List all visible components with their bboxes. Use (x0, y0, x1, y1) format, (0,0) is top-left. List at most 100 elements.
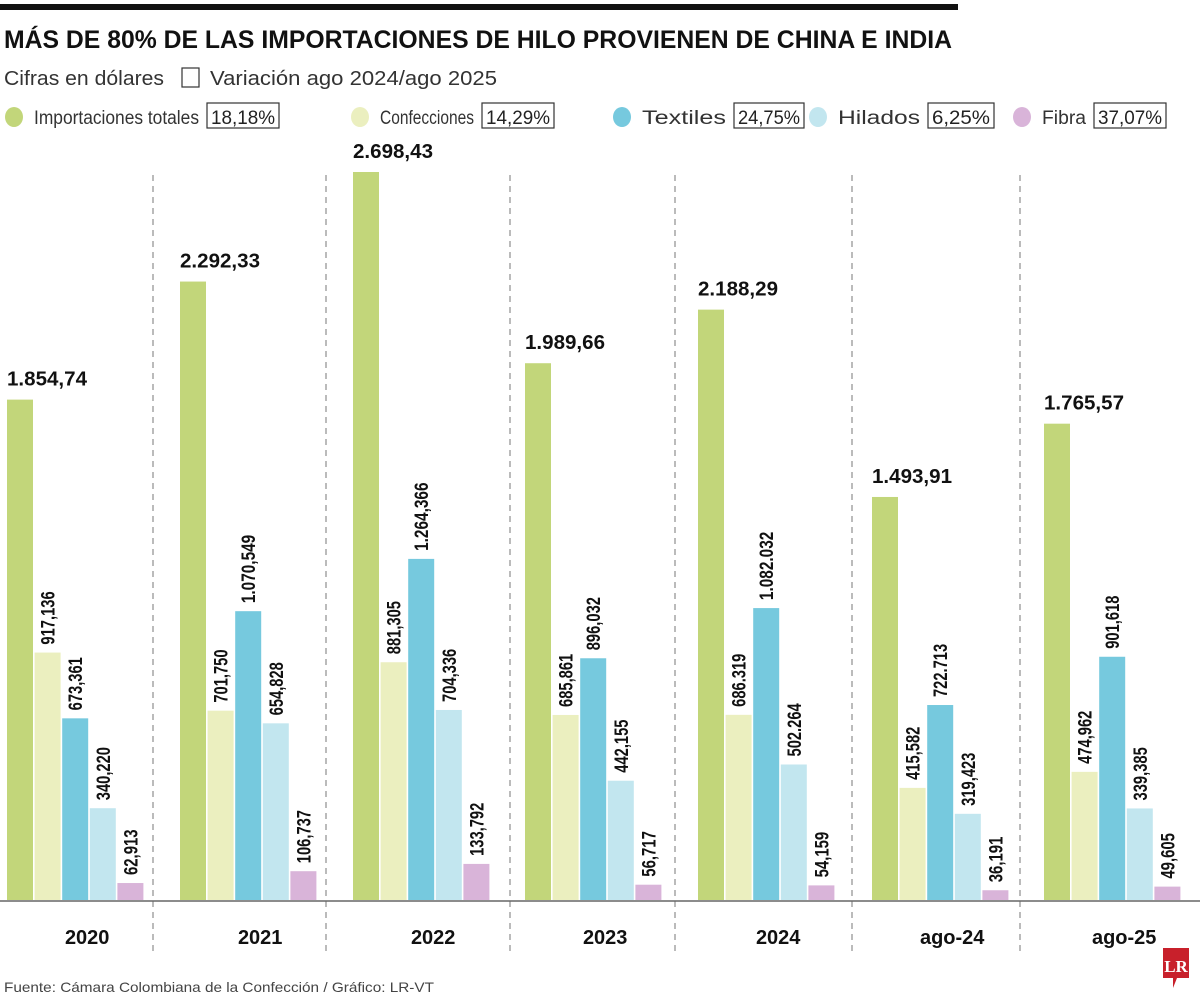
data-label: 2.188,29 (698, 279, 778, 301)
x-axis-labels: 2020 2021 2022 2023 2024 ago-24 ago-25 (65, 927, 1156, 949)
legend-variation: 37,07% (1098, 108, 1162, 129)
legend-swatch-4 (1013, 107, 1031, 127)
bar-2024-1 (725, 714, 752, 900)
bar-ago-25-4 (1154, 886, 1181, 900)
data-label: 415,582 (904, 727, 925, 780)
legend-swatch-2 (613, 107, 631, 127)
legend-swatch-0 (5, 107, 23, 127)
bar-2021-4 (290, 871, 317, 900)
bar-2020-0 (7, 399, 33, 900)
legend-label: Hilados (838, 108, 920, 129)
group-dividers (152, 175, 1021, 955)
data-label: 62,913 (121, 829, 142, 875)
legend-variation: 6,25% (932, 108, 990, 129)
bar-ago-24-1 (899, 787, 926, 900)
data-label: 1.264,366 (412, 482, 433, 550)
data-label: 474,962 (1076, 711, 1097, 764)
legend-swatch-3 (809, 107, 827, 127)
data-label: 654,828 (267, 662, 288, 715)
bars: 1.854,74 917,136 673,361 340,220 62,913 2.292… (7, 141, 1181, 901)
data-label: 339,385 (1131, 747, 1152, 801)
bar-2024-0 (698, 309, 724, 900)
legend-swatch-1 (351, 107, 369, 127)
bar-ago-24-2 (927, 705, 954, 900)
legend-variation-box (927, 102, 995, 129)
bar-2024-4 (808, 885, 835, 900)
bar-2021-2 (235, 611, 262, 900)
data-label: 1.989,66 (525, 332, 605, 354)
bar-2020-2 (62, 718, 89, 900)
data-label: 2.698,43 (353, 141, 433, 163)
legend-variation-box (1093, 102, 1167, 129)
top-rule (0, 4, 958, 10)
bar-2022-3 (435, 709, 462, 900)
legend-variation-box (206, 102, 280, 129)
data-label: 54,159 (812, 832, 833, 878)
data-label: 673,361 (66, 657, 87, 711)
data-label: 2.292,33 (180, 251, 260, 273)
chart-title: MÁS DE 80% DE LAS IMPORTACIONES DE HILO … (4, 25, 952, 54)
data-label: 1.854,74 (7, 369, 88, 391)
data-label: 442,155 (612, 719, 633, 773)
bar-ago-25-3 (1126, 808, 1153, 900)
data-label: 319,423 (959, 753, 980, 806)
bar-2020-3 (89, 808, 116, 900)
x-tick-label: ago-25 (1092, 927, 1156, 949)
legend-variation-box (481, 102, 555, 129)
bar-ago-24-4 (982, 890, 1009, 900)
bar-2022-4 (463, 863, 490, 900)
data-label: 502.264 (785, 703, 806, 757)
legend-label: Textiles (642, 108, 726, 129)
data-label: 722.713 (931, 644, 952, 697)
data-label: 1.765,57 (1044, 393, 1124, 415)
data-label: 701,750 (212, 649, 233, 702)
legend-variation: 24,75% (738, 108, 800, 129)
legend-variation-box (733, 102, 805, 129)
data-label: 896,032 (584, 597, 605, 650)
data-label: 36,191 (986, 836, 1007, 882)
data-label: 133,792 (467, 803, 488, 856)
bar-2022-1 (380, 662, 407, 900)
bar-2024-2 (753, 608, 780, 900)
bar-2023-0 (525, 363, 551, 901)
data-label: 340,220 (94, 747, 115, 800)
x-tick-label: 2024 (756, 927, 801, 949)
data-label: 704,336 (440, 649, 461, 702)
bar-2023-3 (607, 780, 634, 900)
data-label: 1.070,549 (239, 535, 260, 603)
bar-2020-1 (34, 652, 61, 900)
bar-2023-2 (580, 658, 607, 900)
x-tick-label: 2020 (65, 927, 110, 949)
bar-ago-25-1 (1071, 771, 1098, 900)
bar-2021-3 (262, 723, 289, 900)
bar-2024-3 (780, 764, 807, 900)
variation-legend-box-icon (181, 67, 200, 88)
chart-subtitle: Cifras en dólares (4, 68, 164, 90)
bar-2023-1 (552, 714, 579, 900)
bar-ago-25-2 (1099, 656, 1126, 900)
legend-variation: 18,18% (211, 108, 275, 129)
data-label: 917,136 (39, 591, 60, 644)
x-tick-label: 2023 (583, 927, 628, 949)
bar-ago-24-0 (872, 496, 898, 900)
legend-label: Fibra (1042, 108, 1086, 129)
x-tick-label: 2022 (411, 927, 456, 949)
source-note: Fuente: Cámara Colombiana de la Confecci… (4, 979, 434, 995)
bar-ago-24-3 (954, 813, 981, 900)
data-label: 901,618 (1103, 596, 1124, 649)
legend-variation: 14,29% (486, 108, 550, 129)
data-label: 106,737 (294, 810, 315, 863)
data-label: 1.082.032 (757, 532, 778, 600)
x-tick-label: ago-24 (920, 927, 985, 949)
legend: Importaciones totales 18,18% Confecciones 1… (5, 102, 1167, 129)
data-label: 56,717 (639, 831, 660, 877)
data-label: 881,305 (385, 601, 406, 655)
legend-label: Importaciones totales (34, 108, 199, 129)
variation-legend: Variación ago 2024/ago 2025 (210, 68, 497, 90)
svg-text:LR: LR (1164, 957, 1188, 976)
legend-label: Confecciones (380, 108, 474, 129)
bar-2022-2 (408, 558, 435, 900)
bar-2023-4 (635, 884, 662, 900)
bar-2021-1 (207, 710, 234, 900)
